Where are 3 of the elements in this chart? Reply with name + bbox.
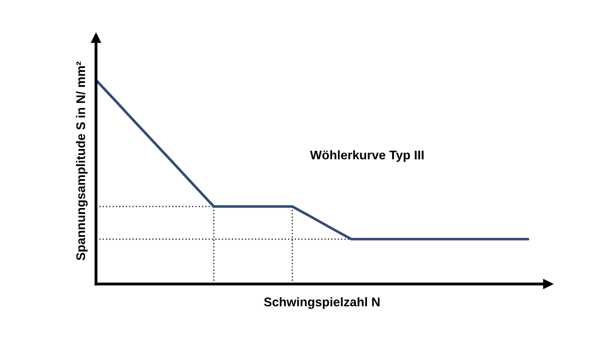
x-axis-title: Schwingspielzahl N — [264, 297, 380, 309]
annotation: Wöhlerkurve Typ III — [310, 150, 424, 162]
y-axis-title: Spannungsamplitude S in N/ mm² — [76, 62, 88, 260]
